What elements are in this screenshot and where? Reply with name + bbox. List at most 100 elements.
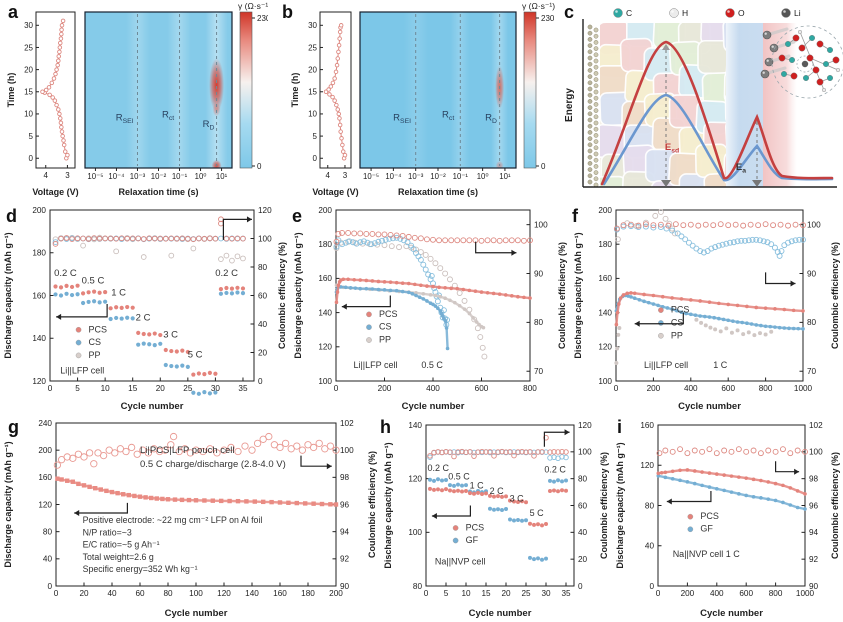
svg-text:Voltage (V): Voltage (V) xyxy=(32,187,78,197)
svg-text:0.5 C: 0.5 C xyxy=(448,472,470,482)
series-PCS-CE xyxy=(656,446,808,457)
svg-text:100: 100 xyxy=(809,448,823,457)
svg-text:RSEI: RSEI xyxy=(393,113,411,126)
svg-text:CS: CS xyxy=(671,317,684,327)
svg-text:0.5 C charge/discharge (2.8-4.: 0.5 C charge/discharge (2.8-4.0 V) xyxy=(140,459,286,470)
panel-b: b 0 5 10 15 20 25 30 Time (h) 4 3 Voltage (V) RSEI R… xyxy=(268,0,560,200)
svg-text:40: 40 xyxy=(258,320,268,329)
svg-text:3 C: 3 C xyxy=(510,493,525,503)
svg-text:90: 90 xyxy=(807,269,817,278)
svg-text:180: 180 xyxy=(32,249,46,258)
svg-text:4: 4 xyxy=(44,171,49,180)
series-CS xyxy=(614,293,805,331)
svg-text:98: 98 xyxy=(809,474,819,483)
svg-text:N/P ratio=~3: N/P ratio=~3 xyxy=(83,527,132,537)
svg-text:0.5 C: 0.5 C xyxy=(82,276,105,287)
svg-text:2 C: 2 C xyxy=(490,486,505,496)
svg-text:160: 160 xyxy=(273,589,287,598)
svg-text:120: 120 xyxy=(578,421,592,430)
svg-text:800: 800 xyxy=(759,384,773,393)
panel-g-letter: g xyxy=(8,417,19,437)
svg-text:160: 160 xyxy=(598,274,612,283)
svg-text:20: 20 xyxy=(501,589,511,598)
panel-i-letter: i xyxy=(617,417,623,437)
series-GF-CE xyxy=(427,449,569,462)
svg-text:96: 96 xyxy=(809,501,819,510)
svg-text:102: 102 xyxy=(809,421,823,430)
svg-text:PP: PP xyxy=(379,335,391,345)
svg-text:10⁻⁵: 10⁻⁵ xyxy=(87,172,103,181)
svg-text:Dsicharge capacity (mAh g⁻¹): Dsicharge capacity (mAh g⁻¹) xyxy=(293,232,303,358)
cycling-chart-li-lfp-1c: 0 200 400 600 800 1000 100 120 140 160 180 200 70 80 9… xyxy=(573,206,840,412)
svg-text:80: 80 xyxy=(534,318,544,327)
svg-text:PCS: PCS xyxy=(89,324,108,334)
drt-heatmap-chart-b: 0 5 10 15 20 25 30 Time (h) 4 3 Voltage (V) RSEI Rct… xyxy=(290,1,555,197)
svg-text:CS: CS xyxy=(89,337,102,347)
svg-text:1000: 1000 xyxy=(794,384,813,393)
svg-text:CS: CS xyxy=(379,322,392,332)
svg-text:Li||LFP cell: Li||LFP cell xyxy=(644,360,688,370)
panel-a-letter: a xyxy=(8,2,19,22)
panel-c: c C H O Li Energy Esd Ea xyxy=(560,0,843,200)
cycling-chart-na-nvp-1c: 0 200 400 600 800 1000 0 40 80 120 160 90 92 94 96 98 10… xyxy=(615,421,840,619)
svg-text:GF: GF xyxy=(466,535,479,545)
panel-h: h 0 5 10 15 20 25 30 35 80 100 120 140 0 20 40 60 80 100 1… xyxy=(380,415,612,622)
svg-text:γ (Ω·s⁻¹): γ (Ω·s⁻¹) xyxy=(522,1,555,11)
svg-text:1 C: 1 C xyxy=(470,481,485,491)
svg-text:Coulombic efficiency (%): Coulombic efficiency (%) xyxy=(599,452,609,559)
svg-text:80: 80 xyxy=(413,582,423,591)
svg-text:96: 96 xyxy=(340,500,350,509)
svg-text:230: 230 xyxy=(541,14,555,23)
svg-text:Relaxation time (s): Relaxation time (s) xyxy=(398,187,478,197)
voltage-profile xyxy=(40,18,70,161)
svg-text:20: 20 xyxy=(156,384,166,393)
svg-text:RD: RD xyxy=(485,113,497,126)
svg-text:200: 200 xyxy=(598,206,612,215)
svg-text:Cycle number: Cycle number xyxy=(402,401,465,412)
svg-text:120: 120 xyxy=(598,343,612,352)
svg-text:230: 230 xyxy=(257,14,268,23)
svg-text:140: 140 xyxy=(598,308,612,317)
svg-text:20: 20 xyxy=(79,589,89,598)
svg-text:200: 200 xyxy=(32,206,46,215)
svg-text:0: 0 xyxy=(541,162,546,171)
svg-text:80: 80 xyxy=(43,527,53,536)
svg-text:20: 20 xyxy=(24,65,33,74)
svg-text:5: 5 xyxy=(29,132,34,141)
svg-text:Li||LFP cell: Li||LFP cell xyxy=(353,360,397,370)
svg-text:40: 40 xyxy=(645,542,655,551)
svg-text:100: 100 xyxy=(408,528,422,537)
svg-text:140: 140 xyxy=(318,308,332,317)
svg-text:0: 0 xyxy=(614,384,619,393)
svg-text:10: 10 xyxy=(24,110,33,119)
svg-text:70: 70 xyxy=(534,367,544,376)
svg-text:0: 0 xyxy=(48,384,53,393)
series-PCS-CE xyxy=(613,221,806,232)
series-CE xyxy=(53,432,340,469)
panel-g: g 0 20 40 60 80 100 120 140 160 180 200 0 40 80 120 160… xyxy=(0,415,380,622)
polymer-chain xyxy=(587,24,599,188)
svg-text:O: O xyxy=(738,8,745,18)
svg-text:140: 140 xyxy=(408,421,422,430)
svg-text:RD: RD xyxy=(203,119,215,131)
svg-text:Coulombic efficiency (%): Coulombic efficiency (%) xyxy=(557,242,567,349)
svg-text:140: 140 xyxy=(32,334,46,343)
svg-text:PCS: PCS xyxy=(379,309,398,319)
svg-text:25: 25 xyxy=(24,43,33,52)
svg-text:Na||NVP cell: Na||NVP cell xyxy=(435,556,486,566)
svg-text:PP: PP xyxy=(89,350,101,360)
svg-text:35: 35 xyxy=(238,384,248,393)
svg-text:5: 5 xyxy=(75,384,80,393)
panel-f-letter: f xyxy=(572,206,578,226)
svg-text:80: 80 xyxy=(807,318,817,327)
svg-text:0.2 C: 0.2 C xyxy=(54,268,77,279)
rate-capability-chart-na-nvp: 0 5 10 15 20 25 30 35 80 100 120 140 0 20 40 60 80 100 120… xyxy=(383,421,609,619)
svg-text:10⁻³: 10⁻³ xyxy=(130,172,146,181)
svg-text:Discharge capacity (mAh g⁻¹): Discharge capacity (mAh g⁻¹) xyxy=(573,232,583,358)
svg-text:100: 100 xyxy=(318,377,332,386)
svg-text:100: 100 xyxy=(807,220,821,229)
svg-text:0.2 C: 0.2 C xyxy=(544,464,566,474)
svg-text:25: 25 xyxy=(521,589,531,598)
svg-text:10⁰: 10⁰ xyxy=(195,172,207,181)
